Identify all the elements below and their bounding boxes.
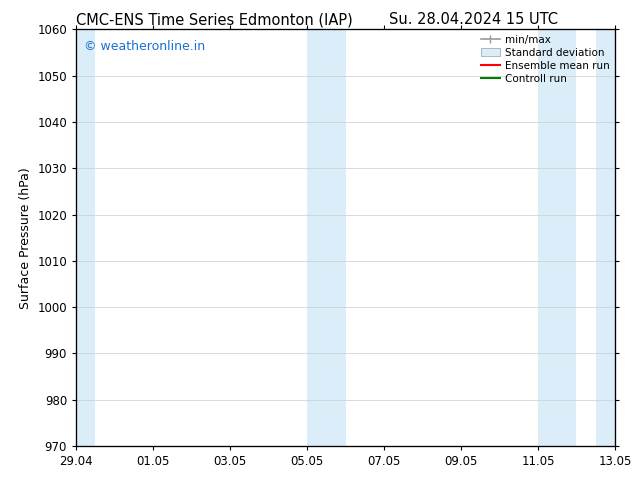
Bar [538, 29, 576, 446]
Text: Su. 28.04.2024 15 UTC: Su. 28.04.2024 15 UTC [389, 12, 558, 27]
Text: © weatheronline.in: © weatheronline.in [84, 40, 205, 53]
Y-axis label: Surface Pressure (hPa): Surface Pressure (hPa) [19, 167, 32, 309]
Text: CMC-ENS Time Series Edmonton (IAP): CMC-ENS Time Series Edmonton (IAP) [76, 12, 353, 27]
Legend: min/max, Standard deviation, Ensemble mean run, Controll run: min/max, Standard deviation, Ensemble me… [481, 35, 610, 84]
Bar [76, 29, 95, 446]
Bar [596, 29, 634, 446]
Bar [307, 29, 346, 446]
